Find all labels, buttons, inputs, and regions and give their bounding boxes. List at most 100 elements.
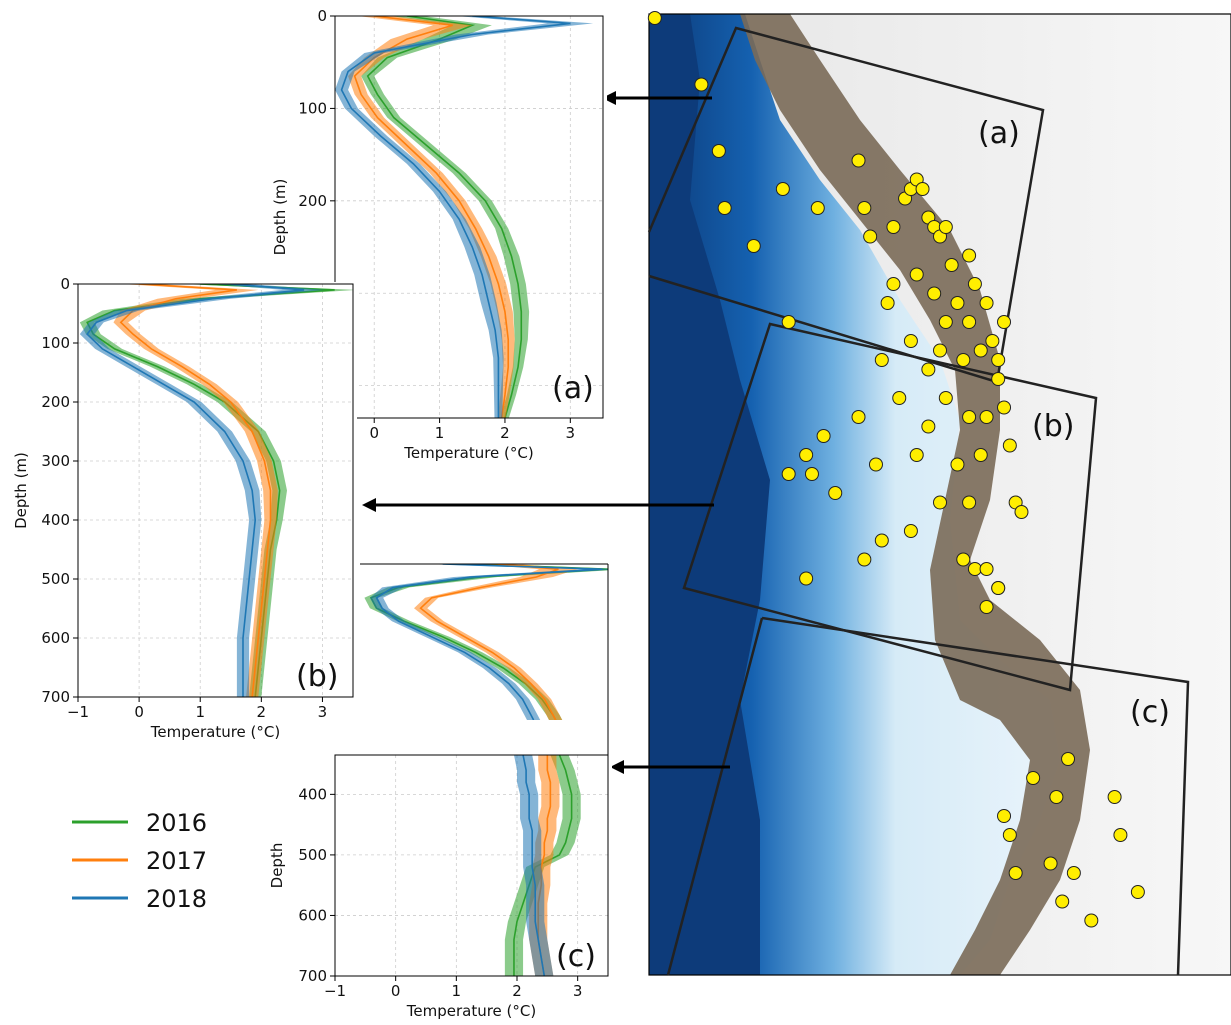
station-marker-56 bbox=[973, 448, 988, 462]
ocean-region bbox=[649, 14, 1060, 975]
station-marker-67 bbox=[967, 562, 982, 576]
arrowhead-c bbox=[610, 760, 624, 774]
station-marker-37 bbox=[985, 334, 1000, 348]
x-tick-label-4: 3 bbox=[573, 982, 583, 1000]
station-marker-81 bbox=[1066, 866, 1081, 880]
legend: 2016 2017 2018 bbox=[72, 809, 207, 913]
station-marker-46 bbox=[991, 372, 1006, 386]
error-band-2018 bbox=[513, 755, 554, 976]
station-marker-28 bbox=[979, 296, 994, 310]
station-marker-61 bbox=[1014, 505, 1029, 519]
y-axis-label: Depth (m) bbox=[12, 452, 30, 529]
x-tick-label-2: 1 bbox=[452, 982, 462, 1000]
y-tick-label-1: 100 bbox=[41, 334, 70, 352]
station-marker-31 bbox=[903, 334, 918, 348]
y-axis-label: Depth bbox=[268, 843, 286, 889]
x-tick-label-0: 0 bbox=[369, 424, 379, 442]
x-tick-label-2: 1 bbox=[195, 703, 205, 721]
station-marker-11 bbox=[886, 220, 901, 234]
y-tick-label-1: 100 bbox=[298, 99, 327, 117]
station-marker-48 bbox=[799, 448, 814, 462]
station-marker-50 bbox=[781, 467, 796, 481]
station-marker-63 bbox=[874, 533, 889, 548]
y-tick-label-4: 400 bbox=[41, 511, 70, 529]
station-marker-58 bbox=[962, 495, 977, 510]
map-region-label-a: (a) bbox=[978, 116, 1020, 151]
station-marker-42 bbox=[921, 419, 936, 434]
y-tick-label-0: 400 bbox=[298, 785, 327, 803]
station-marker-47 bbox=[997, 400, 1012, 415]
station-marker-82 bbox=[1055, 894, 1070, 909]
y-tick-label-2: 200 bbox=[41, 393, 70, 411]
profile-line-2018 bbox=[340, 16, 571, 418]
axes-frame bbox=[334, 754, 609, 977]
station-marker-32 bbox=[921, 362, 936, 377]
station-marker-84 bbox=[1084, 913, 1099, 928]
profile-line-2016 bbox=[513, 755, 573, 976]
station-markers bbox=[647, 11, 1145, 928]
arrowhead-b bbox=[362, 498, 376, 512]
x-tick-label-3: 2 bbox=[257, 703, 267, 721]
y-tick-label-0: 0 bbox=[317, 7, 327, 25]
y-tick-label-3: 700 bbox=[298, 967, 327, 985]
panel-label: (c) bbox=[556, 939, 596, 974]
bathymetry-map: (a) (b) (c) bbox=[647, 11, 1231, 976]
station-marker-59 bbox=[933, 495, 947, 510]
x-tick-label-0: −1 bbox=[67, 703, 89, 721]
station-marker-2 bbox=[711, 144, 726, 158]
axes-frame bbox=[77, 283, 354, 698]
station-marker-80 bbox=[1008, 866, 1023, 880]
station-marker-8 bbox=[857, 201, 872, 215]
station-marker-71 bbox=[991, 581, 1006, 595]
station-marker-74 bbox=[1049, 790, 1064, 804]
station-marker-62 bbox=[903, 524, 918, 538]
station-marker-9 bbox=[851, 153, 866, 168]
station-marker-29 bbox=[880, 296, 895, 310]
station-marker-3 bbox=[717, 201, 732, 215]
station-marker-75 bbox=[997, 809, 1012, 823]
x-axis-label: Temperature (°C) bbox=[406, 1002, 536, 1020]
x-axis-label: Temperature (°C) bbox=[403, 444, 533, 462]
y-tick-label-2: 200 bbox=[298, 192, 327, 210]
station-marker-35 bbox=[962, 315, 977, 329]
station-marker-10 bbox=[863, 229, 878, 244]
profile-panel-b: −1 0 1 2 3 0 100 200 300 400 500 600 700 Temperature … bbox=[12, 275, 357, 747]
station-marker-76 bbox=[1002, 828, 1017, 842]
station-marker-72 bbox=[1061, 752, 1076, 766]
station-marker-77 bbox=[1107, 790, 1122, 804]
x-axis-label: Temperature (°C) bbox=[150, 723, 280, 741]
station-marker-49 bbox=[816, 429, 831, 443]
y-tick-label-5: 500 bbox=[41, 570, 70, 588]
legend-label-2017: 2017 bbox=[146, 847, 207, 875]
x-tick-label-3: 2 bbox=[512, 982, 522, 1000]
coastline-land bbox=[740, 14, 1090, 975]
station-marker-64 bbox=[857, 552, 872, 567]
x-tick-label-2: 2 bbox=[500, 424, 510, 442]
station-marker-43 bbox=[938, 391, 953, 405]
error-band-2018 bbox=[335, 16, 594, 418]
y-tick-label-0: 0 bbox=[60, 275, 70, 293]
y-tick-label-1: 500 bbox=[298, 846, 327, 864]
station-marker-38 bbox=[991, 353, 1006, 367]
map-region-label-b: (b) bbox=[1032, 409, 1074, 444]
station-marker-53 bbox=[868, 457, 883, 472]
station-marker-23 bbox=[944, 258, 959, 272]
station-marker-66 bbox=[956, 552, 971, 567]
station-marker-51 bbox=[828, 486, 843, 500]
station-marker-39 bbox=[997, 315, 1012, 329]
x-tick-label-0: −1 bbox=[324, 982, 346, 1000]
region-box-b bbox=[682, 322, 1098, 692]
x-tick-label-1: 0 bbox=[134, 703, 144, 721]
x-tick-label-3: 3 bbox=[566, 424, 576, 442]
axes-frame bbox=[334, 15, 604, 419]
y-tick-label-6: 600 bbox=[41, 629, 70, 647]
station-marker-1 bbox=[694, 77, 709, 92]
station-marker-34 bbox=[956, 353, 971, 367]
x-tick-label-1: 1 bbox=[435, 424, 445, 442]
station-marker-36 bbox=[973, 343, 988, 358]
station-marker-68 bbox=[979, 562, 994, 576]
station-marker-21 bbox=[909, 267, 924, 282]
station-marker-57 bbox=[1002, 438, 1017, 453]
station-marker-45 bbox=[979, 410, 994, 424]
arrows bbox=[362, 91, 730, 774]
